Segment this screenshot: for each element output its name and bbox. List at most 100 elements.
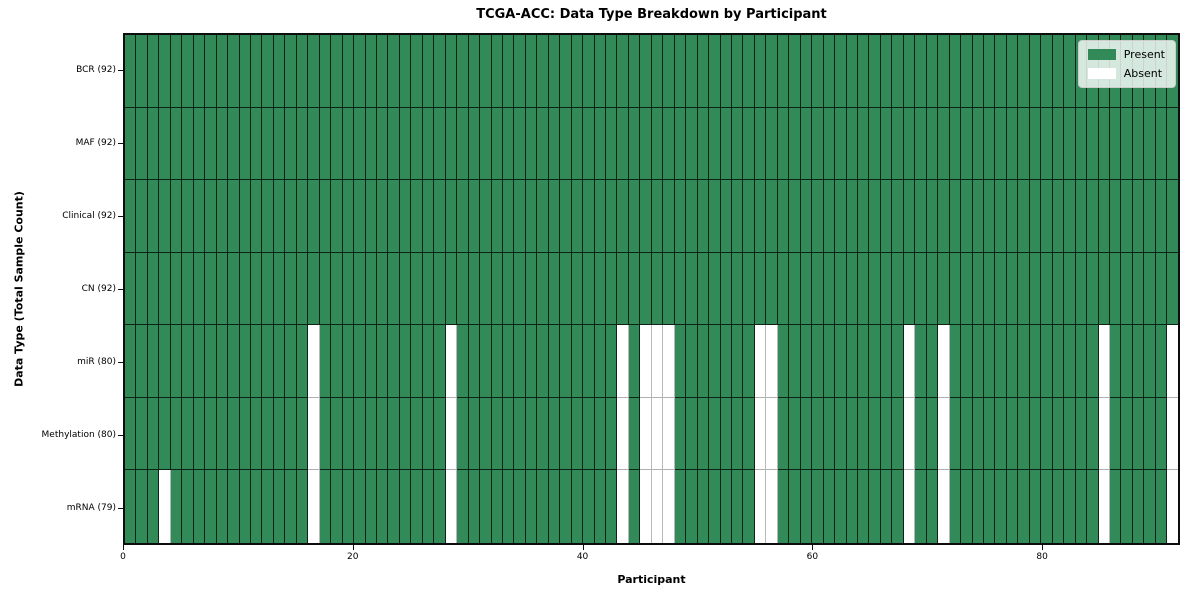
- heatmap-cell: [376, 397, 389, 471]
- heatmap-cell: [915, 470, 927, 544]
- heatmap-cell: [892, 325, 904, 398]
- heatmap-cell: [571, 180, 584, 253]
- heatmap-cell: [1098, 180, 1110, 253]
- heatmap-cell: [250, 397, 263, 471]
- heatmap-cell: [628, 180, 641, 253]
- heatmap-cell: [674, 325, 687, 398]
- heatmap-cell: [342, 325, 355, 398]
- heatmap-cell: [777, 397, 790, 471]
- heatmap-cell: [617, 397, 629, 471]
- heatmap-cell: [777, 35, 790, 108]
- heatmap-cell: [1075, 470, 1088, 544]
- heatmap-cell: [720, 397, 733, 471]
- heatmap-cell: [1006, 252, 1019, 326]
- legend-swatch-absent-icon: [1087, 68, 1116, 79]
- heatmap-cell: [136, 107, 148, 181]
- heatmap-cell: [468, 397, 481, 471]
- heatmap-row: [125, 325, 1178, 398]
- heatmap-cell: [216, 35, 229, 108]
- heatmap-cell: [1029, 325, 1042, 398]
- heatmap-cell: [228, 252, 240, 326]
- heatmap-cell: [743, 252, 755, 326]
- heatmap-cell: [697, 397, 710, 471]
- heatmap-cell: [1098, 325, 1110, 398]
- heatmap-cell: [239, 180, 251, 253]
- heatmap-cell: [434, 397, 446, 471]
- chart-title: TCGA-ACC: Data Type Breakdown by Partici…: [476, 7, 827, 22]
- heatmap-cell: [319, 470, 332, 544]
- heatmap-cell: [697, 252, 710, 326]
- heatmap-cell: [915, 180, 927, 253]
- x-tick-label: 80: [1036, 552, 1048, 562]
- heatmap-cell: [869, 180, 881, 253]
- heatmap-cell: [880, 252, 893, 326]
- heatmap-cell: [1075, 397, 1088, 471]
- heatmap-cell: [617, 35, 629, 108]
- heatmap-cell: [1041, 107, 1053, 181]
- heatmap-cell: [239, 325, 251, 398]
- heatmap-cell: [1029, 397, 1042, 471]
- heatmap-cell: [949, 252, 962, 326]
- heatmap-cell: [1018, 252, 1030, 326]
- heatmap-cell: [147, 35, 160, 108]
- heatmap-cell: [262, 397, 274, 471]
- heatmap-cell: [273, 397, 286, 471]
- heatmap-cell: [686, 252, 698, 326]
- heatmap-cell: [331, 397, 343, 471]
- heatmap-cell: [125, 252, 137, 326]
- heatmap-cell: [434, 180, 446, 253]
- heatmap-cell: [1144, 107, 1156, 181]
- y-tick-label: Methylation (80): [41, 430, 116, 441]
- heatmap-cell: [193, 325, 206, 398]
- heatmap-cell: [159, 470, 171, 544]
- heatmap-cell: [628, 252, 641, 326]
- heatmap-cell: [823, 35, 836, 108]
- heatmap-cell: [468, 325, 481, 398]
- heatmap-cell: [491, 470, 503, 544]
- heatmap-cell: [480, 325, 492, 398]
- heatmap-cell: [903, 180, 916, 253]
- heatmap-cell: [812, 470, 824, 544]
- heatmap-cell: [812, 252, 824, 326]
- heatmap-cell: [1144, 397, 1156, 471]
- heatmap-cell: [205, 180, 217, 253]
- heatmap-cell: [548, 180, 561, 253]
- heatmap-cell: [228, 35, 240, 108]
- heatmap-cell: [308, 180, 320, 253]
- heatmap-cell: [216, 470, 229, 544]
- heatmap-cell: [125, 470, 137, 544]
- heatmap-cell: [606, 252, 618, 326]
- heatmap-cell: [125, 35, 137, 108]
- heatmap-cell: [445, 470, 458, 544]
- heatmap-cell: [823, 180, 836, 253]
- y-tick-label: mRNA (79): [66, 503, 116, 514]
- heatmap-cell: [812, 35, 824, 108]
- heatmap-cell: [961, 397, 973, 471]
- heatmap-cell: [399, 470, 412, 544]
- heatmap-cell: [1087, 180, 1099, 253]
- heatmap-cell: [1064, 325, 1076, 398]
- x-tick-label: 0: [120, 552, 126, 562]
- heatmap-cell: [331, 252, 343, 326]
- heatmap-cell: [1098, 107, 1110, 181]
- y-tick-mark: [118, 289, 123, 290]
- heatmap-cell: [205, 325, 217, 398]
- heatmap-cell: [193, 35, 206, 108]
- heatmap-cell: [445, 252, 458, 326]
- heatmap-cell: [354, 397, 366, 471]
- heatmap-cell: [1006, 35, 1019, 108]
- heatmap-cell: [743, 470, 755, 544]
- heatmap-cell: [1018, 35, 1030, 108]
- heatmap-cell: [262, 180, 274, 253]
- heatmap-cell: [766, 470, 778, 544]
- x-tick-mark: [123, 545, 124, 550]
- heatmap-cell: [812, 107, 824, 181]
- heatmap-cell: [961, 35, 973, 108]
- legend-item: Absent: [1087, 67, 1165, 80]
- heatmap-cell: [651, 35, 664, 108]
- heatmap-cell: [903, 470, 916, 544]
- heatmap-cell: [743, 180, 755, 253]
- heatmap-cell: [995, 252, 1007, 326]
- heatmap-cell: [205, 397, 217, 471]
- heatmap-cell: [594, 252, 607, 326]
